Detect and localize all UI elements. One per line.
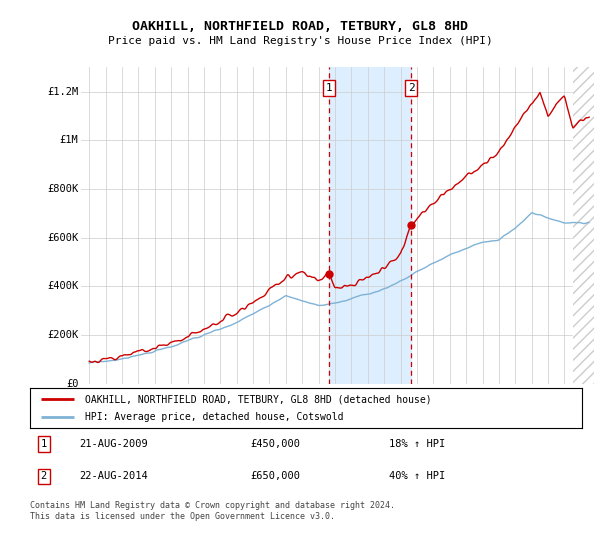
Text: £450,000: £450,000 xyxy=(251,439,301,449)
Text: £800K: £800K xyxy=(47,184,79,194)
Text: 22-AUG-2014: 22-AUG-2014 xyxy=(80,472,148,481)
Text: 40% ↑ HPI: 40% ↑ HPI xyxy=(389,472,445,481)
Text: 1: 1 xyxy=(326,83,332,93)
Text: 1: 1 xyxy=(41,439,47,449)
Bar xyxy=(572,67,597,384)
Text: 21-AUG-2009: 21-AUG-2009 xyxy=(80,439,148,449)
Text: £1.2M: £1.2M xyxy=(47,87,79,96)
Text: £400K: £400K xyxy=(47,281,79,291)
Text: OAKHILL, NORTHFIELD ROAD, TETBURY, GL8 8HD (detached house): OAKHILL, NORTHFIELD ROAD, TETBURY, GL8 8… xyxy=(85,394,432,404)
Text: 2: 2 xyxy=(41,472,47,481)
Text: £1M: £1M xyxy=(59,135,79,145)
Text: OAKHILL, NORTHFIELD ROAD, TETBURY, GL8 8HD: OAKHILL, NORTHFIELD ROAD, TETBURY, GL8 8… xyxy=(132,20,468,32)
Text: £200K: £200K xyxy=(47,330,79,340)
Text: £0: £0 xyxy=(66,379,79,389)
Text: Price paid vs. HM Land Registry's House Price Index (HPI): Price paid vs. HM Land Registry's House … xyxy=(107,36,493,46)
Text: HPI: Average price, detached house, Cotswold: HPI: Average price, detached house, Cots… xyxy=(85,412,344,422)
Text: £600K: £600K xyxy=(47,232,79,242)
Text: Contains HM Land Registry data © Crown copyright and database right 2024.
This d: Contains HM Land Registry data © Crown c… xyxy=(30,501,395,521)
Text: 18% ↑ HPI: 18% ↑ HPI xyxy=(389,439,445,449)
Bar xyxy=(329,67,411,384)
Bar xyxy=(572,67,597,384)
Text: 2: 2 xyxy=(408,83,415,93)
Text: £650,000: £650,000 xyxy=(251,472,301,481)
